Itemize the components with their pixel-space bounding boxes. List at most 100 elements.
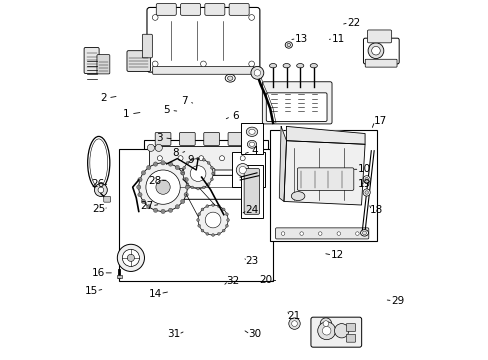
FancyBboxPatch shape xyxy=(310,317,361,347)
Circle shape xyxy=(318,232,322,235)
Circle shape xyxy=(122,249,139,266)
Circle shape xyxy=(161,209,165,213)
Circle shape xyxy=(210,178,213,181)
Circle shape xyxy=(254,144,263,152)
Circle shape xyxy=(201,208,203,211)
Circle shape xyxy=(205,212,221,228)
Circle shape xyxy=(196,187,199,190)
Text: 20: 20 xyxy=(259,275,272,285)
Circle shape xyxy=(320,318,331,329)
FancyBboxPatch shape xyxy=(179,132,195,145)
Text: 9: 9 xyxy=(186,156,193,165)
Circle shape xyxy=(323,321,328,327)
Circle shape xyxy=(202,186,205,189)
FancyBboxPatch shape xyxy=(97,55,110,74)
FancyBboxPatch shape xyxy=(148,175,256,199)
Circle shape xyxy=(222,208,224,211)
FancyBboxPatch shape xyxy=(244,168,259,214)
FancyBboxPatch shape xyxy=(266,93,326,121)
Text: 17: 17 xyxy=(373,116,386,126)
Circle shape xyxy=(157,156,162,161)
Text: 2: 2 xyxy=(100,93,106,103)
Circle shape xyxy=(334,324,348,338)
Bar xyxy=(143,140,267,226)
Circle shape xyxy=(117,244,144,271)
Circle shape xyxy=(207,183,210,186)
Circle shape xyxy=(94,184,107,197)
Bar xyxy=(241,123,263,154)
Ellipse shape xyxy=(360,230,367,236)
FancyBboxPatch shape xyxy=(204,4,224,15)
FancyBboxPatch shape xyxy=(203,132,219,145)
Ellipse shape xyxy=(225,74,235,82)
Circle shape xyxy=(222,229,224,232)
Circle shape xyxy=(153,208,157,212)
FancyBboxPatch shape xyxy=(346,334,355,342)
Text: 22: 22 xyxy=(346,18,360,28)
Circle shape xyxy=(181,172,184,175)
Circle shape xyxy=(364,177,367,181)
Circle shape xyxy=(168,162,172,166)
Ellipse shape xyxy=(269,64,276,68)
Polygon shape xyxy=(279,126,286,202)
Circle shape xyxy=(183,166,185,169)
FancyBboxPatch shape xyxy=(208,168,214,184)
Circle shape xyxy=(146,165,151,170)
Text: 30: 30 xyxy=(248,329,261,339)
FancyBboxPatch shape xyxy=(142,34,152,58)
Circle shape xyxy=(127,254,134,261)
FancyBboxPatch shape xyxy=(275,228,368,239)
Circle shape xyxy=(225,224,228,227)
Circle shape xyxy=(201,229,203,232)
Circle shape xyxy=(161,161,165,165)
FancyBboxPatch shape xyxy=(366,30,391,43)
Circle shape xyxy=(202,158,205,161)
Circle shape xyxy=(145,170,180,204)
Circle shape xyxy=(207,162,210,165)
Text: 1: 1 xyxy=(123,109,130,119)
Text: 21: 21 xyxy=(286,311,300,321)
Circle shape xyxy=(248,61,254,67)
Circle shape xyxy=(141,199,145,203)
Circle shape xyxy=(322,327,330,335)
FancyBboxPatch shape xyxy=(363,38,398,64)
Circle shape xyxy=(168,208,172,212)
Circle shape xyxy=(363,189,369,196)
Text: 15: 15 xyxy=(85,286,98,296)
Circle shape xyxy=(225,213,228,216)
Circle shape xyxy=(363,176,369,183)
FancyBboxPatch shape xyxy=(156,4,176,15)
Circle shape xyxy=(138,193,142,197)
Circle shape xyxy=(141,171,145,175)
Circle shape xyxy=(250,66,263,79)
FancyBboxPatch shape xyxy=(103,197,110,202)
FancyBboxPatch shape xyxy=(297,168,353,190)
FancyBboxPatch shape xyxy=(155,132,171,145)
Ellipse shape xyxy=(248,129,255,134)
Circle shape xyxy=(371,46,380,55)
Circle shape xyxy=(219,156,224,161)
Ellipse shape xyxy=(296,64,303,68)
FancyBboxPatch shape xyxy=(152,66,254,74)
Text: 12: 12 xyxy=(330,250,343,260)
Circle shape xyxy=(178,156,183,161)
Circle shape xyxy=(190,158,193,161)
Text: 11: 11 xyxy=(331,33,344,44)
Circle shape xyxy=(196,157,199,160)
Text: 18: 18 xyxy=(369,205,383,215)
Circle shape xyxy=(185,183,188,186)
Circle shape xyxy=(211,234,214,237)
Circle shape xyxy=(217,205,220,208)
Circle shape xyxy=(136,185,141,189)
Circle shape xyxy=(153,162,157,166)
Text: 13: 13 xyxy=(294,33,307,44)
Circle shape xyxy=(291,321,297,327)
Circle shape xyxy=(299,232,303,235)
Text: 31: 31 xyxy=(167,329,180,339)
Text: 24: 24 xyxy=(244,205,258,215)
Text: 16: 16 xyxy=(92,268,105,278)
Text: 10: 10 xyxy=(357,164,370,174)
Circle shape xyxy=(367,43,383,59)
Text: 3: 3 xyxy=(156,133,163,143)
Circle shape xyxy=(210,166,213,169)
